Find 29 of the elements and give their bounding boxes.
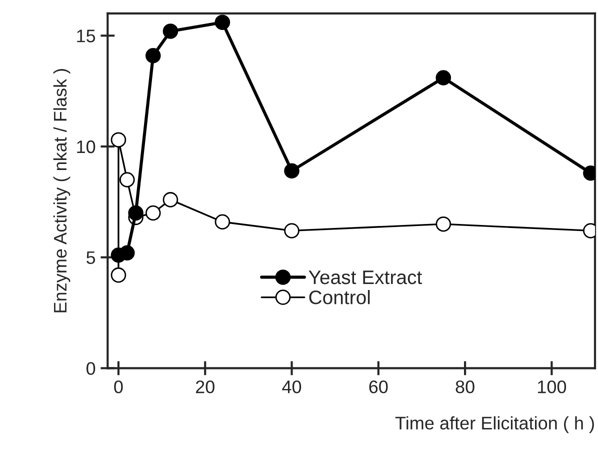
point bbox=[284, 163, 300, 179]
point bbox=[110, 132, 126, 148]
x-tick-label: 0 bbox=[114, 380, 123, 394]
x-axis-title: Time after Elicitation ( h ) bbox=[395, 416, 594, 434]
point bbox=[284, 223, 300, 238]
legend-label: Yeast Extract bbox=[308, 270, 422, 284]
point bbox=[436, 70, 452, 86]
x-tick-label: 20 bbox=[196, 380, 214, 394]
y-tick-label: 15 bbox=[77, 30, 96, 42]
point bbox=[145, 205, 161, 221]
point bbox=[110, 267, 126, 283]
y-tick-label: 0 bbox=[86, 362, 96, 375]
point bbox=[145, 48, 161, 64]
point bbox=[214, 214, 230, 230]
point bbox=[436, 216, 452, 232]
x-tick-label: 100 bbox=[538, 380, 566, 394]
y-tick-label: 10 bbox=[77, 140, 96, 154]
legend-label: Control bbox=[309, 290, 370, 304]
point bbox=[128, 205, 144, 221]
x-tick-label: 80 bbox=[456, 380, 474, 394]
y-axis-title: Enzyme Activity ( nkat / Flask ) bbox=[53, 69, 70, 312]
x-tick-label: 60 bbox=[369, 380, 388, 394]
point bbox=[214, 14, 230, 30]
x-tick-label: 40 bbox=[282, 380, 302, 394]
point bbox=[119, 245, 135, 261]
point bbox=[162, 192, 178, 208]
point bbox=[162, 24, 178, 39]
point bbox=[119, 172, 135, 188]
y-tick-label: 5 bbox=[86, 251, 96, 264]
